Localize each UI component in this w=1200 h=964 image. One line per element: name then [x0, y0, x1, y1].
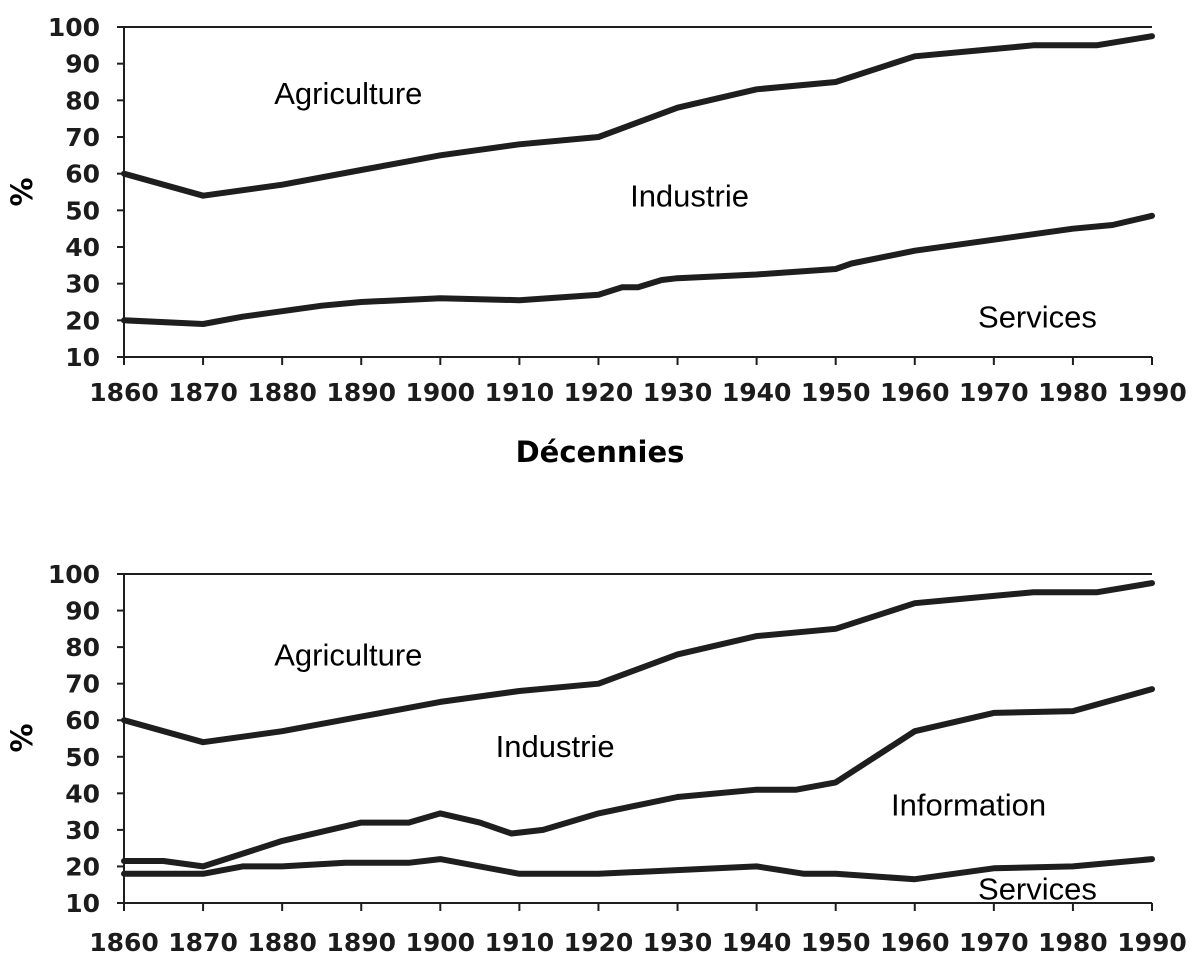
x-tick-label: 1980 [1038, 378, 1108, 407]
x-tick-label: 1990 [1117, 928, 1187, 957]
x-tick-label: 1920 [564, 378, 634, 407]
series-line-3-bottom [121, 856, 1155, 883]
x-tick-label: 1940 [722, 378, 792, 407]
x-tick-label: 1980 [1038, 928, 1108, 957]
series-line-2-bottom [121, 686, 1155, 870]
region-label-industrie-top: Industrie [630, 179, 749, 214]
x-ticks-bottom: 1860 1870 1880 1890 1900 1910 1920 1930 1940 1950… [89, 903, 1187, 957]
y-tick-label: 100 [48, 13, 100, 42]
x-tick-label: 1960 [880, 378, 950, 407]
region-label-agriculture-bottom: Agriculture [274, 637, 422, 672]
x-tick-label: 1880 [247, 928, 317, 957]
x-tick-label: 1890 [326, 928, 396, 957]
x-tick-label: 1920 [564, 928, 634, 957]
x-axis-label-top: Décennies [516, 435, 685, 469]
region-label-information-bottom: Information [891, 787, 1046, 822]
x-tick-label: 1870 [168, 378, 238, 407]
y-ticks-bottom: 10 20 30 40 50 60 70 80 90 100 [48, 560, 124, 918]
region-labels-bottom: Agriculture Industrie Information Services [274, 637, 1097, 906]
axes-bottom [123, 573, 1152, 904]
x-tick-label: 1910 [485, 378, 555, 407]
y-tick-label: 90 [65, 597, 100, 626]
x-tick-label: 1890 [326, 378, 396, 407]
x-tick-label: 1880 [247, 378, 317, 407]
y-tick-label: 20 [65, 306, 100, 335]
x-tick-label: 1950 [801, 378, 871, 407]
axes-top [123, 26, 1152, 358]
y-tick-label: 80 [65, 633, 100, 662]
y-tick-label: 70 [65, 670, 100, 699]
x-ticks-top: 1860 1870 1880 1890 1900 1910 1920 1930 1940 1950… [89, 357, 1187, 407]
y-tick-label: 40 [65, 779, 100, 808]
y-tick-label: 10 [65, 343, 100, 372]
x-tick-label: 1930 [643, 378, 713, 407]
x-tick-label: 1860 [89, 378, 159, 407]
x-tick-label: 1970 [959, 378, 1029, 407]
region-label-services-bottom: Services [978, 871, 1097, 906]
region-label-industrie-bottom: Industrie [496, 729, 615, 764]
y-tick-label: 40 [65, 233, 100, 262]
series-lines-top [121, 33, 1155, 327]
x-tick-label: 1870 [168, 928, 238, 957]
y-axis-label-top: % [5, 177, 39, 206]
chart-bottom: % 10 20 30 40 50 60 70 80 90 100 1860 1870 1880 1890… [5, 560, 1187, 957]
y-tick-label: 100 [48, 560, 100, 589]
x-tick-label: 1990 [1117, 378, 1187, 407]
x-tick-label: 1960 [880, 928, 950, 957]
x-tick-label: 1930 [643, 928, 713, 957]
x-tick-label: 1950 [801, 928, 871, 957]
x-tick-label: 1940 [722, 928, 792, 957]
y-tick-label: 60 [65, 706, 100, 735]
region-labels-top: Agriculture Industrie Services [274, 76, 1097, 335]
y-tick-label: 30 [65, 816, 100, 845]
x-tick-label: 1910 [485, 928, 555, 957]
y-ticks-top: 10 20 30 40 50 60 70 80 90 100 [48, 13, 124, 372]
region-label-agriculture-top: Agriculture [274, 76, 422, 111]
x-tick-label: 1970 [959, 928, 1029, 957]
x-tick-label: 1860 [89, 928, 159, 957]
x-tick-label: 1900 [406, 378, 476, 407]
y-tick-label: 90 [65, 50, 100, 79]
y-tick-label: 80 [65, 86, 100, 115]
x-tick-label: 1900 [406, 928, 476, 957]
y-tick-label: 50 [65, 743, 100, 772]
y-tick-label: 30 [65, 270, 100, 299]
y-tick-label: 50 [65, 196, 100, 225]
region-label-services-top: Services [978, 300, 1097, 335]
y-tick-label: 10 [65, 889, 100, 918]
series-line-1-top [121, 33, 1155, 199]
y-tick-label: 60 [65, 160, 100, 189]
series-lines-bottom [121, 580, 1155, 883]
series-line-2-top [121, 212, 1155, 327]
series-line-1-bottom [121, 580, 1155, 746]
y-axis-label-bottom: % [5, 723, 39, 752]
y-tick-label: 70 [65, 123, 100, 152]
y-tick-label: 20 [65, 852, 100, 881]
